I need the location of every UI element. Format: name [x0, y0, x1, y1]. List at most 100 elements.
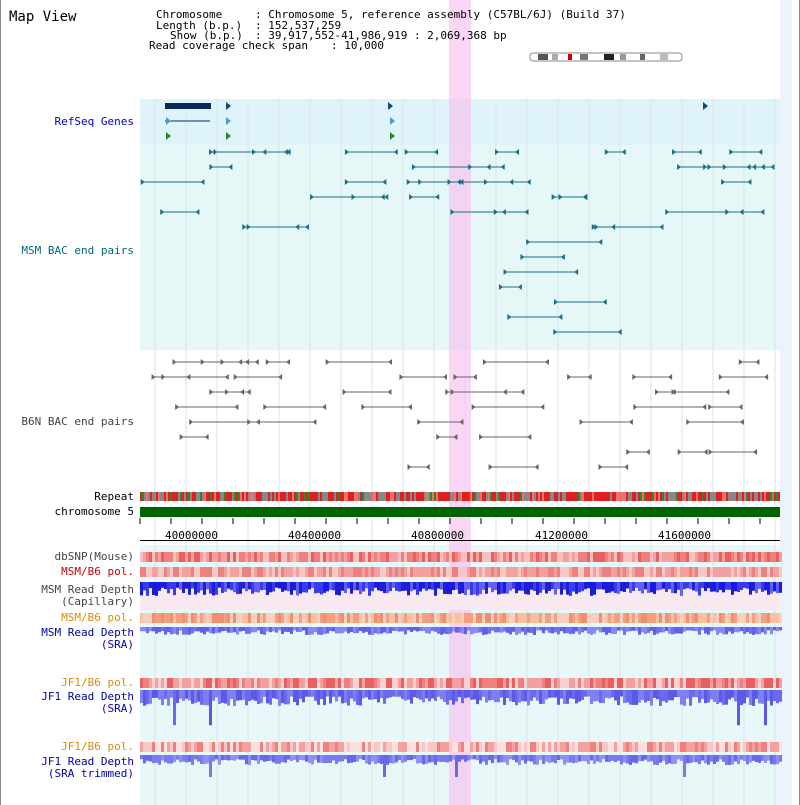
msm-depth-sra-bar	[608, 627, 611, 633]
track-label-jf1-b6-pol-2[interactable]: JF1/B6 pol.	[61, 740, 134, 753]
jf1-depth-sra-bar	[671, 690, 674, 701]
dbsnp-cell	[569, 552, 572, 562]
repeat-segment	[426, 492, 428, 501]
msm-depth-sra-bar	[341, 627, 344, 634]
jf1-depth-sra-bar	[719, 690, 722, 703]
jf1-pol-cell	[725, 742, 728, 752]
dbsnp-cell	[704, 552, 707, 562]
repeat-segment	[354, 492, 356, 501]
msm-depth-sra-bar	[779, 627, 782, 631]
msm-pol-cell	[776, 567, 779, 577]
jf1-pol-cell	[500, 678, 503, 688]
jf1-depth-sra-bar	[704, 690, 707, 704]
msm-pol-cell	[551, 567, 554, 577]
msm-depth-cap-bar	[638, 582, 641, 591]
dbsnp-cell	[761, 552, 764, 562]
msm-depth-cap-bar	[398, 582, 401, 592]
dbsnp-cell	[275, 552, 278, 562]
msm-pol-cell	[209, 567, 212, 577]
repeat-segment	[616, 492, 618, 501]
msm-depth-cap-bar	[668, 582, 671, 590]
msm-pol-cell	[371, 567, 374, 577]
track-label-msm-depth-sra[interactable]: MSM Read Depth	[41, 626, 134, 639]
jf1-pol-cell	[434, 678, 437, 688]
track-label-jf1-depth-trimmed[interactable]: JF1 Read Depth	[41, 755, 134, 768]
msm-pol-cell	[641, 613, 644, 623]
track-label-msm-bac[interactable]: MSM BAC end pairs	[21, 244, 134, 257]
repeat-segment	[334, 492, 336, 501]
jf1-depth-trim-bar	[368, 755, 371, 765]
track-label-msm-b6-pol-1[interactable]: MSM/B6 pol.	[61, 565, 134, 578]
track-label-repeat[interactable]: Repeat	[94, 490, 134, 503]
msm-pol-cell	[455, 567, 458, 577]
dbsnp-cell	[323, 552, 326, 562]
msm-depth-sra-bar	[140, 627, 143, 632]
repeat-segment	[312, 492, 314, 501]
dbsnp-cell	[365, 552, 368, 562]
jf1-depth-trim-bar	[161, 755, 164, 761]
track-label-dbsnp[interactable]: dbSNP(Mouse)	[54, 550, 134, 563]
msm-pol-cell	[521, 567, 524, 577]
jf1-pol-cell	[236, 742, 239, 752]
msm-depth-cap-bar	[212, 582, 215, 596]
dbsnp-cell	[344, 552, 347, 562]
dbsnp-cell	[653, 552, 656, 562]
msm-pol-cell	[749, 613, 752, 623]
bac-end-marker	[579, 419, 584, 425]
track-label-refseq[interactable]: RefSeq Genes	[54, 115, 134, 128]
track-label-chromosome[interactable]: chromosome 5	[54, 505, 134, 518]
bac-end-marker	[526, 179, 531, 185]
ideogram-band	[538, 54, 548, 60]
msm-pol-cell	[776, 613, 779, 623]
track-label-jf1-b6-pol-1[interactable]: JF1/B6 pol.	[61, 676, 134, 689]
jf1-pol-cell	[263, 742, 266, 752]
track-label-msm-depth-capillary[interactable]: MSM Read Depth	[41, 583, 134, 596]
dbsnp-cell	[167, 552, 170, 562]
jf1-pol-cell	[710, 742, 713, 752]
msm-pol-cell	[722, 613, 725, 623]
repeat-segment	[512, 492, 514, 501]
jf1-depth-sra-bar	[374, 690, 377, 700]
msm-pol-cell	[416, 567, 419, 577]
msm-depth-cap-bar	[380, 582, 383, 592]
dbsnp-cell	[779, 552, 782, 562]
msm-depth-sra-bar	[368, 627, 371, 635]
jf1-depth-sra-bar	[368, 690, 371, 700]
msm-depth-sra-bar	[473, 627, 476, 634]
repeat-segment	[332, 492, 334, 501]
jf1-depth-trim-bar	[149, 755, 152, 762]
jf1-pol-cell	[590, 742, 593, 752]
repeat-segment	[508, 492, 510, 501]
msm-pol-cell	[266, 613, 269, 623]
track-label-b6n-bac[interactable]: B6N BAC end pairs	[21, 415, 134, 428]
jf1-pol-cell	[644, 678, 647, 688]
track-label-jf1-depth-sra[interactable]: JF1 Read Depth	[41, 690, 134, 703]
msm-depth-cap-bar	[635, 582, 638, 588]
jf1-depth-trim-bar	[158, 755, 161, 765]
msm-depth-cap-bar	[320, 582, 323, 595]
jf1-pol-cell	[650, 742, 653, 752]
track-label-msm-b6-pol-2[interactable]: MSM/B6 pol.	[61, 611, 134, 624]
jf1-pol-cell	[326, 678, 329, 688]
jf1-depth-trim-bar	[284, 755, 287, 763]
msm-depth-cap-bar	[341, 582, 344, 591]
msm-pol-cell	[347, 567, 350, 577]
repeat-segment	[550, 492, 552, 501]
repeat-segment	[228, 492, 230, 501]
msm-depth-cap-bar	[662, 582, 665, 589]
msm-pol-cell	[203, 613, 206, 623]
jf1-depth-sra-bar	[767, 690, 770, 701]
jf1-depth-trim-bar	[377, 755, 380, 764]
msm-pol-cell	[461, 567, 464, 577]
msm-depth-sra-bar	[596, 627, 599, 631]
jf1-depth-trim-bar	[683, 755, 686, 777]
msm-depth-cap-bar	[764, 582, 767, 591]
dbsnp-cell	[242, 552, 245, 562]
repeat-segment	[728, 492, 730, 501]
msm-pol-cell	[728, 567, 731, 577]
msm-depth-sra-bar	[386, 627, 389, 634]
msm-depth-sra-bar	[443, 627, 446, 634]
bac-end-marker	[697, 149, 702, 155]
msm-pol-cell	[356, 567, 359, 577]
